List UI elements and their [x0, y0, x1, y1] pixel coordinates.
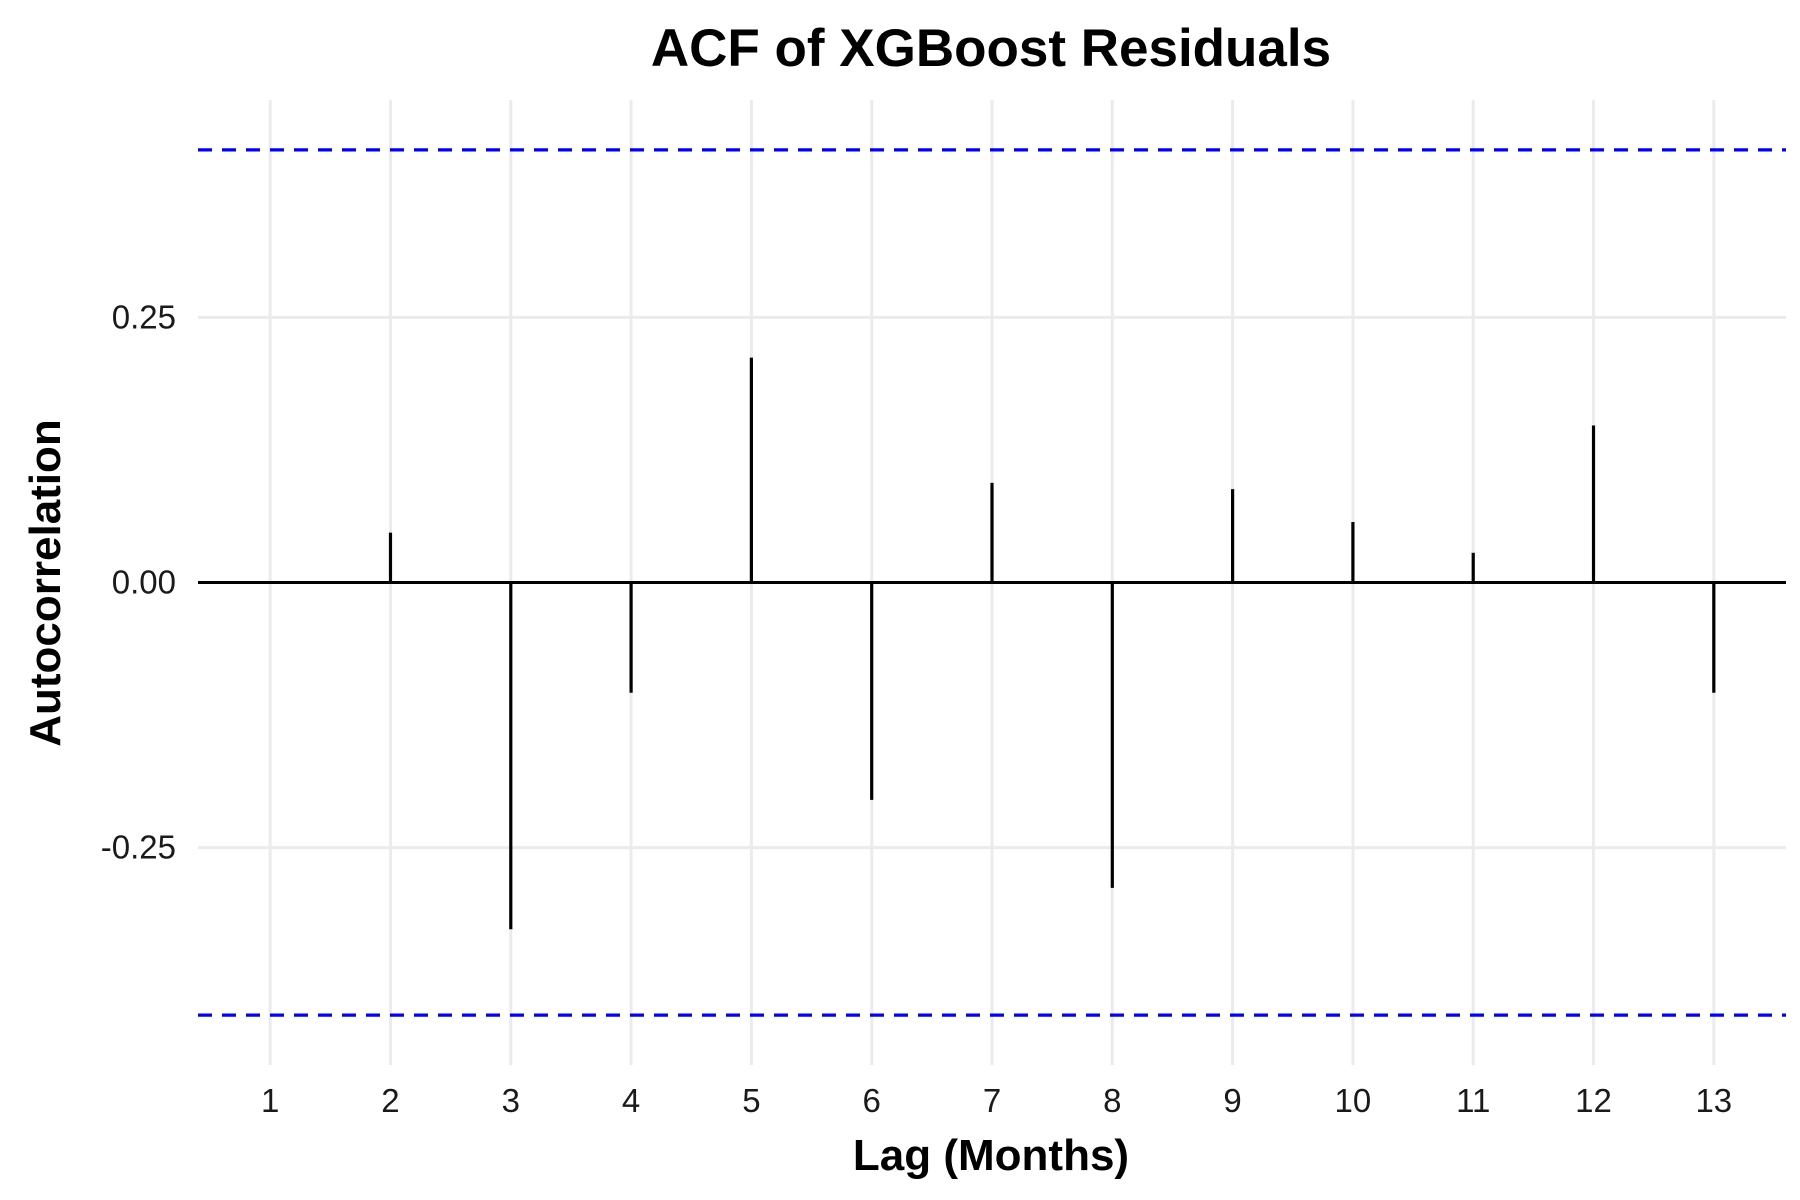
- x-tick-label: 9: [1223, 1082, 1241, 1119]
- confidence-bounds-layer: [198, 148, 1786, 1017]
- x-tick-label: 1: [261, 1082, 279, 1119]
- x-tick-label: 4: [622, 1082, 640, 1119]
- chart-title: ACF of XGBoost Residuals: [651, 19, 1331, 78]
- x-tick-label: 12: [1575, 1082, 1612, 1119]
- x-tick-label: 8: [1103, 1082, 1121, 1119]
- y-tick-label: -0.25: [101, 829, 176, 866]
- x-tick-label: 3: [502, 1082, 520, 1119]
- x-tick-label: 2: [381, 1082, 399, 1119]
- x-tick-label: 7: [983, 1082, 1001, 1119]
- x-tick-label: 11: [1456, 1082, 1490, 1119]
- x-axis-label: Lag (Months): [853, 1131, 1129, 1180]
- tick-labels-layer: 1 2 3 4 5 6 7 8 9 10 11 12 13-0.250.000.25: [101, 298, 1732, 1119]
- y-tick-label: 0.25: [112, 298, 176, 335]
- x-tick-label: 5: [742, 1082, 760, 1119]
- y-axis-label: Autocorrelation: [21, 419, 70, 747]
- x-tick-label: 10: [1335, 1082, 1372, 1119]
- x-tick-label: 13: [1695, 1082, 1732, 1119]
- y-tick-label: 0.00: [112, 564, 176, 601]
- bars-layer: [388, 357, 1716, 930]
- x-tick-label: 6: [863, 1082, 881, 1119]
